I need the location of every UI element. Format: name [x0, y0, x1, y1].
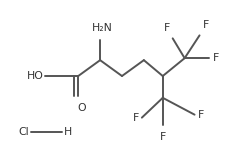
Text: F: F	[163, 23, 170, 33]
Text: F: F	[198, 110, 204, 120]
Text: H₂N: H₂N	[92, 23, 113, 33]
Text: F: F	[212, 53, 219, 63]
Text: F: F	[160, 131, 166, 142]
Text: H: H	[64, 126, 73, 137]
Text: F: F	[202, 20, 209, 30]
Text: F: F	[133, 113, 139, 123]
Text: Cl: Cl	[18, 126, 28, 137]
Text: HO: HO	[27, 71, 43, 81]
Text: O: O	[77, 103, 86, 113]
